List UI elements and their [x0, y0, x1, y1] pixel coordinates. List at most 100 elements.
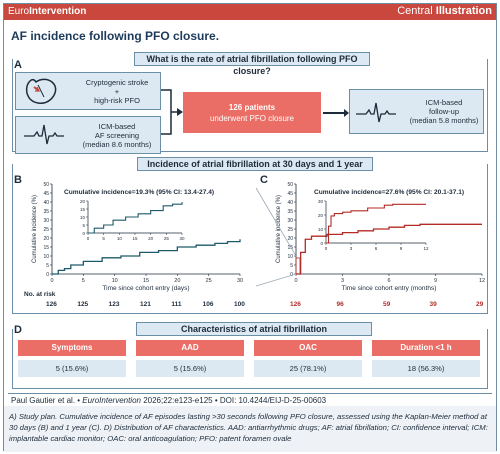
y-tick-label: 5 [46, 263, 49, 269]
risk-count: 111 [171, 301, 182, 308]
question-banner: What is the rate of atrial fibrillation … [134, 52, 370, 76]
y-tick-label: 35 [43, 209, 49, 215]
header-bar: EuroIntervention Central Illustration [4, 4, 496, 20]
risk-count: 29 [476, 301, 484, 308]
risk-count: 96 [336, 301, 344, 308]
y-tick-label: 10 [43, 254, 49, 260]
inset-y-tick-label: 15 [80, 207, 86, 212]
y-tick-label: 0 [46, 272, 49, 278]
risk-count: 39 [429, 301, 437, 308]
y-tick-label: 10 [287, 254, 293, 260]
patients-box: 126 patients underwent PFO closure [183, 92, 321, 133]
y-tick-label: 35 [287, 209, 293, 215]
section-d-letter: D [14, 324, 22, 336]
value-duration: 18 (56.3%) [372, 360, 480, 377]
x-tick-label: 6 [387, 278, 390, 284]
inset-y-tick-label: 20 [80, 199, 86, 204]
y-tick-label: 50 [287, 182, 293, 188]
inset-y-tick-label: 10 [80, 215, 86, 220]
y-tick-label: 40 [43, 200, 49, 206]
inset-x-tick-label: 15 [132, 236, 138, 241]
zoom-line [256, 187, 296, 257]
x-tick-label: 10 [112, 278, 118, 284]
y-tick-label: 25 [43, 227, 49, 233]
risk-count: 125 [77, 301, 89, 308]
risk-count: 100 [234, 301, 245, 308]
inset-x-tick-label: 5 [102, 236, 105, 241]
x-tick-label: 5 [82, 278, 85, 284]
inset-y-tick-label: 0 [82, 231, 85, 236]
inset-y-tick-label: 20 [318, 213, 324, 218]
y-tick-label: 30 [287, 218, 293, 224]
section-a-letter: A [14, 59, 22, 71]
risk-count: 126 [290, 301, 301, 308]
characteristics-banner: Characteristics of atrial fibrillation [136, 322, 372, 336]
y-tick-label: 30 [43, 218, 49, 224]
y-tick-label: 45 [287, 191, 293, 197]
chart-title: Cumulative incidence=27.6% (95% CI: 20.1… [314, 189, 464, 196]
inset-x-tick-label: 25 [164, 236, 170, 241]
inset-x-tick-label: 12 [423, 246, 429, 251]
figure-frame: EuroIntervention Central Illustration AF… [3, 3, 497, 452]
followup-box: ICM-based follow-up (median 5.8 months) [349, 89, 484, 134]
footnote: A) Study plan. Cumulative incidence of A… [4, 406, 496, 452]
inset-x-tick-label: 0 [325, 246, 328, 251]
y-tick-label: 45 [43, 191, 49, 197]
inset-y-tick-label: 10 [318, 227, 324, 232]
zoom-box [295, 257, 301, 275]
value-oac: 25 (78.1%) [254, 360, 362, 377]
section-b-letter: B [14, 174, 22, 186]
central-illustration-label: Central Illustration [397, 5, 492, 17]
x-tick-label: 20 [174, 278, 180, 284]
inset-y-tick-label: 30 [318, 199, 324, 204]
header-aad: AAD [136, 340, 244, 356]
y-tick-label: 50 [43, 182, 49, 188]
y-tick-label: 15 [43, 245, 49, 251]
section-a [12, 59, 488, 152]
risk-count: 121 [140, 301, 151, 308]
risk-count: 59 [383, 301, 391, 308]
x-tick-label: 3 [341, 278, 344, 284]
x-tick-label: 0 [294, 278, 297, 284]
y-axis-label: Cumulative incidence (%) [32, 195, 38, 263]
citation: Paul Gautier et al. • EuroIntervention 2… [11, 396, 327, 405]
arrow-to-followup [323, 109, 349, 117]
x-axis-label: Time since cohort entry (months) [342, 285, 437, 292]
km-curve [52, 239, 241, 275]
no-at-risk-label-b: No. at risk [24, 291, 56, 298]
inset-x-tick-label: 9 [400, 246, 403, 251]
inset-x-tick-label: 3 [350, 246, 353, 251]
inset-x-tick-label: 6 [375, 246, 378, 251]
section-c-letter: C [260, 174, 268, 186]
inset-x-tick-label: 10 [117, 236, 123, 241]
incidence-banner: Incidence of atrial fibrillation at 30 d… [137, 157, 373, 171]
x-tick-label: 12 [479, 278, 485, 284]
km-curve [296, 223, 482, 275]
af-screening-box: ICM-based AF screening (median 8.6 months) [15, 116, 161, 154]
inset-km-curve [326, 203, 426, 244]
y-tick-label: 15 [287, 245, 293, 251]
x-tick-label: 9 [434, 278, 437, 284]
figure-title: AF incidence following PFO closure. [11, 29, 220, 43]
y-tick-label: 20 [287, 236, 293, 242]
inset-km-curve [88, 202, 183, 234]
y-axis-label: Cumulative incidence (%) [276, 195, 282, 263]
x-tick-label: 0 [50, 278, 53, 284]
risk-count: 123 [108, 301, 120, 308]
header-duration: Duration <1 h [372, 340, 480, 356]
x-axis-label: Time since cohort entry (days) [102, 285, 189, 292]
section-bc [12, 164, 488, 314]
inset-y-tick-label: 0 [320, 241, 323, 246]
inset-y-tick-label: 5 [82, 223, 85, 228]
x-tick-label: 15 [143, 278, 149, 284]
header-oac: OAC [254, 340, 362, 356]
chart-title: Cumulative incidence=19.3% (95% CI: 13.4… [64, 189, 214, 196]
y-tick-label: 25 [287, 227, 293, 233]
value-symptoms: 5 (15.6%) [18, 360, 126, 377]
x-tick-label: 30 [237, 278, 243, 284]
header-symptoms: Symptoms [18, 340, 126, 356]
ecg-icon [356, 102, 396, 123]
ecg-icon [24, 124, 64, 145]
